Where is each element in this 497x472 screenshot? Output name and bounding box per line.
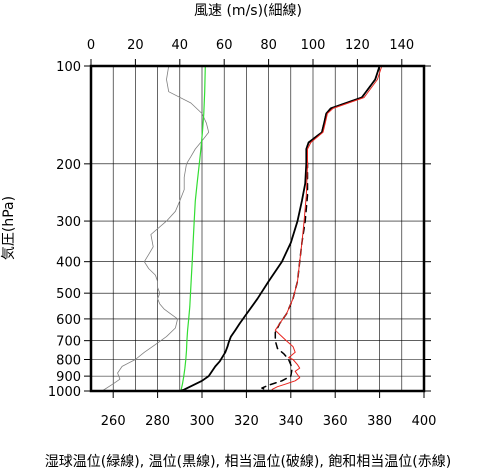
y-tick-label: 500 [56, 287, 81, 302]
bottom-tick-label: 340 [278, 414, 303, 429]
top-tick-label: 140 [389, 38, 414, 53]
bottom-axis-title: 湿球温位(緑線), 温位(黒線), 相当温位(破線), 飽和相当温位(赤線) [45, 453, 451, 470]
top-tick-label: 100 [301, 38, 326, 53]
top-tick-label: 0 [87, 38, 95, 53]
bottom-tick-label: 400 [412, 414, 437, 429]
bottom-tick-label: 380 [367, 414, 392, 429]
bottom-tick-label: 360 [323, 414, 348, 429]
plot-frame [89, 64, 426, 393]
series-line-potential-temperature [178, 65, 381, 392]
series-line-equivalent-potential-temperature [261, 65, 381, 392]
ticks [84, 59, 431, 398]
y-tick-label: 600 [56, 313, 81, 328]
top-tick-label: 40 [172, 38, 189, 53]
top-tick-label: 60 [216, 38, 233, 53]
y-tick-label: 900 [56, 370, 81, 385]
y-tick-label: 100 [56, 60, 81, 75]
y-tick-label: 400 [56, 256, 81, 271]
y-tick-label: 700 [56, 335, 81, 350]
y-axis-title: 気圧(hPa) [1, 196, 17, 260]
bottom-tick-label: 320 [234, 414, 259, 429]
y-tick-label: 300 [56, 215, 81, 230]
bottom-tick-label: 260 [101, 414, 126, 429]
bottom-tick-label: 280 [145, 414, 170, 429]
y-tick-label: 1000 [48, 385, 81, 400]
top-tick-label: 80 [260, 38, 277, 53]
top-tick-label: 20 [127, 38, 144, 53]
series-line-wind-speed [101, 65, 210, 392]
series-group [101, 65, 383, 392]
y-tick-label: 800 [56, 354, 81, 369]
y-tick-label: 200 [56, 158, 81, 173]
top-tick-label: 120 [345, 38, 370, 53]
series-line-wet-bulb-potential-temperature [180, 65, 206, 392]
bottom-tick-label: 300 [190, 414, 215, 429]
series-line-saturated-equivalent-potential-temperature [270, 65, 383, 392]
top-axis-title: 風速 (m/s)(細線) [194, 3, 302, 19]
grid [90, 65, 425, 392]
